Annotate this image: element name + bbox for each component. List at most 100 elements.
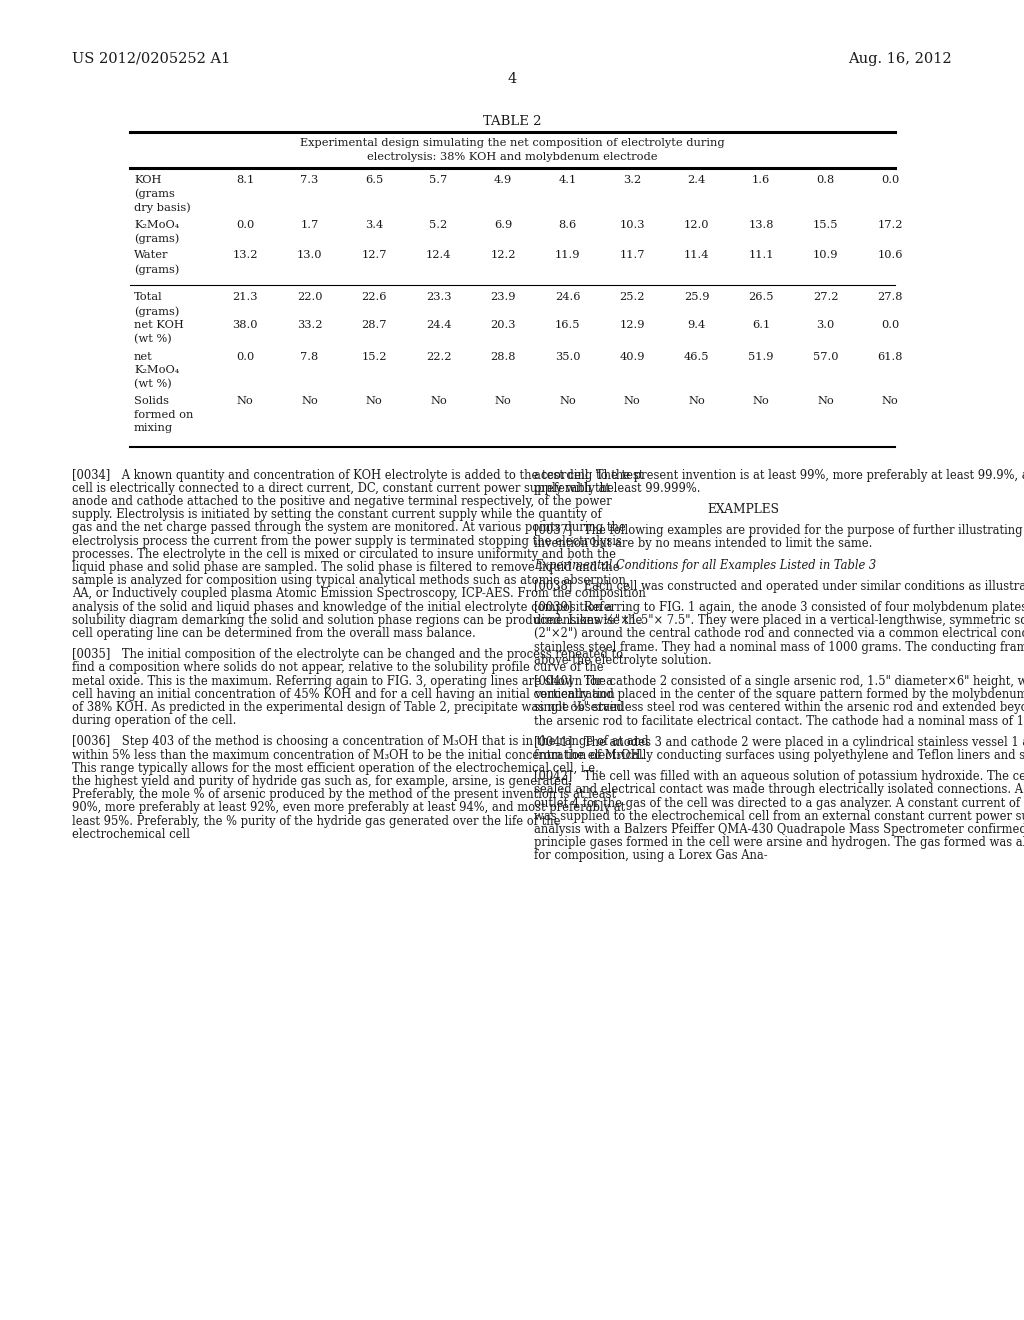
Text: within 5% less than the maximum concentration of M₃OH to be the initial concentr: within 5% less than the maximum concentr… xyxy=(72,748,644,762)
Text: 23.9: 23.9 xyxy=(490,293,516,302)
Text: vertically and placed in the center of the square pattern formed by the molybden: vertically and placed in the center of t… xyxy=(534,688,1024,701)
Text: Aug. 16, 2012: Aug. 16, 2012 xyxy=(848,51,952,66)
Text: preferably at least 99.999%.: preferably at least 99.999%. xyxy=(534,482,700,495)
Text: 6.9: 6.9 xyxy=(494,219,512,230)
Text: (grams): (grams) xyxy=(134,264,179,275)
Text: 8.1: 8.1 xyxy=(236,176,254,185)
Text: 25.9: 25.9 xyxy=(684,293,710,302)
Text: 9.4: 9.4 xyxy=(687,321,706,330)
Text: 15.5: 15.5 xyxy=(813,219,839,230)
Text: 23.3: 23.3 xyxy=(426,293,452,302)
Text: during operation of the cell.: during operation of the cell. xyxy=(72,714,237,727)
Text: Preferably, the mole % of arsenic produced by the method of the present inventio: Preferably, the mole % of arsenic produc… xyxy=(72,788,616,801)
Text: No: No xyxy=(688,396,705,407)
Text: No: No xyxy=(430,396,446,407)
Text: was supplied to the electrochemical cell from an external constant current power: was supplied to the electrochemical cell… xyxy=(534,809,1024,822)
Text: 11.4: 11.4 xyxy=(684,251,710,260)
Text: electrochemical cell: electrochemical cell xyxy=(72,828,190,841)
Text: processes. The electrolyte in the cell is mixed or circulated to insure uniformi: processes. The electrolyte in the cell i… xyxy=(72,548,616,561)
Text: 1.6: 1.6 xyxy=(752,176,770,185)
Text: 28.7: 28.7 xyxy=(361,321,387,330)
Text: No: No xyxy=(301,396,317,407)
Text: 51.9: 51.9 xyxy=(749,351,774,362)
Text: 0.8: 0.8 xyxy=(816,176,835,185)
Text: 46.5: 46.5 xyxy=(684,351,710,362)
Text: 11.1: 11.1 xyxy=(749,251,774,260)
Text: 8.6: 8.6 xyxy=(558,219,577,230)
Text: electrolysis: 38% KOH and molybdenum electrode: electrolysis: 38% KOH and molybdenum ele… xyxy=(368,152,657,162)
Text: analysis with a Balzers Pfeiffer QMA-430 Quadrapole Mass Spectrometer confirmed : analysis with a Balzers Pfeiffer QMA-430… xyxy=(534,822,1024,836)
Text: principle gases formed in the cell were arsine and hydrogen. The gas formed was : principle gases formed in the cell were … xyxy=(534,836,1024,849)
Text: from the electrically conducting surfaces using polyethylene and Teflon liners a: from the electrically conducting surface… xyxy=(534,748,1024,762)
Text: the arsenic rod to facilitate electrical contact. The cathode had a nominal mass: the arsenic rod to facilitate electrical… xyxy=(534,714,1024,727)
Text: cell operating line can be determined from the overall mass balance.: cell operating line can be determined fr… xyxy=(72,627,476,640)
Text: formed on: formed on xyxy=(134,409,194,420)
Text: for composition, using a Lorex Gas Ana-: for composition, using a Lorex Gas Ana- xyxy=(534,849,768,862)
Text: [0040] The cathode 2 consisted of a single arsenic rod, 1.5" diameter×6" height,: [0040] The cathode 2 consisted of a sing… xyxy=(534,675,1024,688)
Text: solubility diagram demarking the solid and solution phase regions can be produce: solubility diagram demarking the solid a… xyxy=(72,614,642,627)
Text: dry basis): dry basis) xyxy=(134,202,190,213)
Text: sample is analyzed for composition using typical analytical methods such as atom: sample is analyzed for composition using… xyxy=(72,574,630,587)
Text: least 95%. Preferably, the % purity of the hydride gas generated over the life o: least 95%. Preferably, the % purity of t… xyxy=(72,814,560,828)
Text: 27.2: 27.2 xyxy=(813,293,839,302)
Text: 3.2: 3.2 xyxy=(623,176,641,185)
Text: above the electrolyte solution.: above the electrolyte solution. xyxy=(534,653,712,667)
Text: 40.9: 40.9 xyxy=(620,351,645,362)
Text: No: No xyxy=(753,396,769,407)
Text: 12.0: 12.0 xyxy=(684,219,710,230)
Text: outlet 4 for the gas of the cell was directed to a gas analyzer. A constant curr: outlet 4 for the gas of the cell was dir… xyxy=(534,796,1024,809)
Text: TABLE 2: TABLE 2 xyxy=(483,115,542,128)
Text: 0.0: 0.0 xyxy=(881,321,899,330)
Text: 4.1: 4.1 xyxy=(558,176,577,185)
Text: 28.8: 28.8 xyxy=(490,351,516,362)
Text: 4.9: 4.9 xyxy=(494,176,512,185)
Text: 12.7: 12.7 xyxy=(361,251,387,260)
Text: supply. Electrolysis is initiated by setting the constant current supply while t: supply. Electrolysis is initiated by set… xyxy=(72,508,602,521)
Text: 6.5: 6.5 xyxy=(365,176,383,185)
Text: 1.7: 1.7 xyxy=(300,219,318,230)
Text: No: No xyxy=(495,396,511,407)
Text: 33.2: 33.2 xyxy=(297,321,323,330)
Text: of 38% KOH. As predicted in the experimental design of Table 2, precipitate was : of 38% KOH. As predicted in the experime… xyxy=(72,701,624,714)
Text: [0035] The initial composition of the electrolyte can be changed and the process: [0035] The initial composition of the el… xyxy=(72,648,624,661)
Text: 10.6: 10.6 xyxy=(878,251,903,260)
Text: 13.2: 13.2 xyxy=(232,251,258,260)
Text: [0037] The following examples are provided for the purpose of further illustrati: [0037] The following examples are provid… xyxy=(534,524,1024,537)
Text: EXAMPLES: EXAMPLES xyxy=(707,503,779,516)
Text: 24.6: 24.6 xyxy=(555,293,581,302)
Text: 20.3: 20.3 xyxy=(490,321,516,330)
Text: [0042] The cell was filled with an aqueous solution of potassium hydroxide. The : [0042] The cell was filled with an aqueo… xyxy=(534,770,1024,783)
Text: AA, or Inductively coupled plasma Atomic Emission Spectroscopy, ICP-AES. From th: AA, or Inductively coupled plasma Atomic… xyxy=(72,587,646,601)
Text: 7.3: 7.3 xyxy=(300,176,318,185)
Text: 57.0: 57.0 xyxy=(813,351,839,362)
Text: 13.0: 13.0 xyxy=(297,251,323,260)
Text: K₂MoO₄: K₂MoO₄ xyxy=(134,366,179,375)
Text: No: No xyxy=(559,396,575,407)
Text: (grams): (grams) xyxy=(134,234,179,244)
Text: 2.4: 2.4 xyxy=(687,176,706,185)
Text: 5.7: 5.7 xyxy=(429,176,447,185)
Text: cell is electrically connected to a direct current, DC, constant current power s: cell is electrically connected to a dire… xyxy=(72,482,613,495)
Text: sealed and electrical contact was made through electrically isolated connections: sealed and electrical contact was made t… xyxy=(534,783,1024,796)
Text: mixing: mixing xyxy=(134,422,173,433)
Text: analysis of the solid and liquid phases and knowledge of the initial electrolyte: analysis of the solid and liquid phases … xyxy=(72,601,612,614)
Text: 16.5: 16.5 xyxy=(555,321,581,330)
Text: 17.2: 17.2 xyxy=(878,219,903,230)
Text: No: No xyxy=(624,396,640,407)
Text: 25.2: 25.2 xyxy=(620,293,645,302)
Text: 10.3: 10.3 xyxy=(620,219,645,230)
Text: (grams): (grams) xyxy=(134,306,179,317)
Text: Water: Water xyxy=(134,251,169,260)
Text: anode and cathode attached to the positive and negative terminal respectively, o: anode and cathode attached to the positi… xyxy=(72,495,611,508)
Text: [0041] The anodes 3 and cathode 2 were placed in a cylindrical stainless vessel : [0041] The anodes 3 and cathode 2 were p… xyxy=(534,735,1024,748)
Text: 24.4: 24.4 xyxy=(426,321,452,330)
Text: 26.5: 26.5 xyxy=(749,293,774,302)
Text: (wt %): (wt %) xyxy=(134,334,172,345)
Text: 27.8: 27.8 xyxy=(878,293,903,302)
Text: K₂MoO₄: K₂MoO₄ xyxy=(134,219,179,230)
Text: 5.2: 5.2 xyxy=(429,219,447,230)
Text: [0039] Referring to FIG. 1 again, the anode 3 consisted of four molybdenum plate: [0039] Referring to FIG. 1 again, the an… xyxy=(534,601,1024,614)
Text: find a composition where solids do not appear, relative to the solubility profil: find a composition where solids do not a… xyxy=(72,661,603,675)
Text: 3.0: 3.0 xyxy=(816,321,835,330)
Text: Experimental design simulating the net composition of electrolyte during: Experimental design simulating the net c… xyxy=(300,139,725,148)
